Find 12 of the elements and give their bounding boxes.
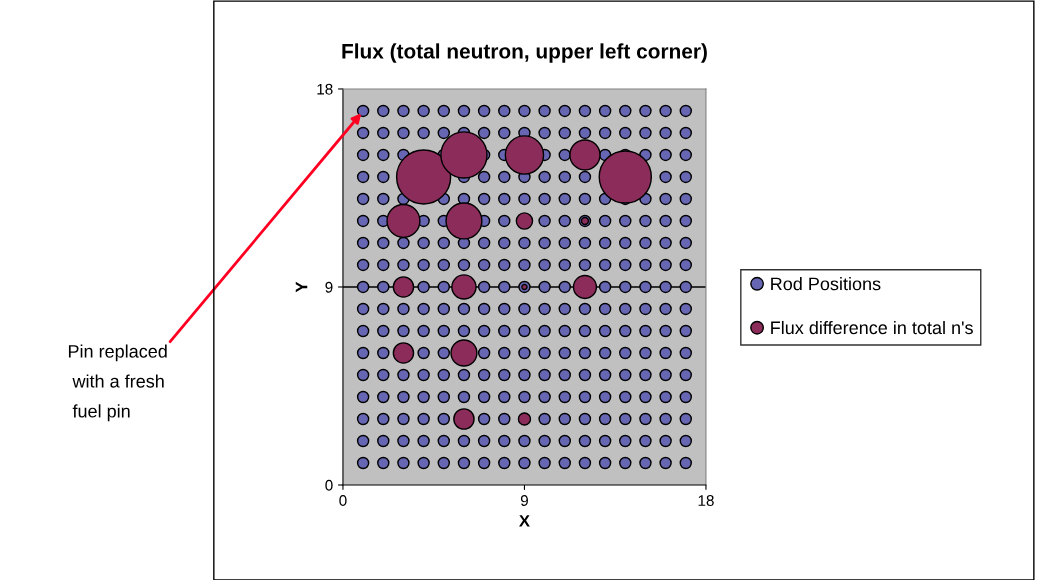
legend-label: Rod Positions xyxy=(771,277,881,291)
x-tick-label: 18 xyxy=(698,495,714,506)
legend-label: Flux difference in total n's xyxy=(771,320,973,335)
y-tick-label: 0 xyxy=(325,479,333,491)
x-tick-label: 0 xyxy=(339,495,347,506)
y-axis-title: Y xyxy=(295,281,308,293)
annotation: Pin replaced with a fresh fuel pin xyxy=(68,344,167,422)
x-tick-label: 9 xyxy=(520,495,528,506)
y-tick-label: 9 xyxy=(325,281,333,293)
chart-title: Flux (total neutron, upper left corner) xyxy=(342,43,707,63)
y-tick-label: 18 xyxy=(317,83,333,95)
x-axis-title: X xyxy=(519,515,530,527)
